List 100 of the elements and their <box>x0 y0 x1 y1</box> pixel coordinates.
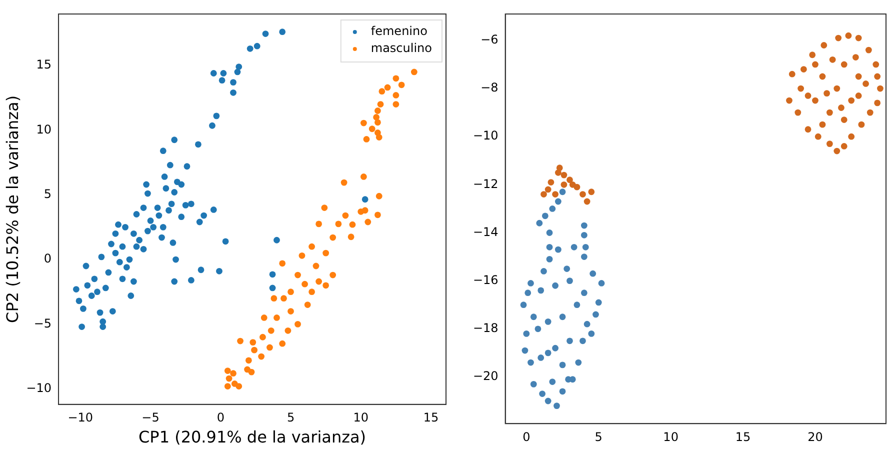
point <box>544 350 552 356</box>
x-tick-label: −5 <box>142 410 160 425</box>
point <box>845 32 852 39</box>
x-tick-label: 0 <box>522 430 530 444</box>
point <box>592 311 599 318</box>
point <box>819 73 826 80</box>
point <box>538 354 544 361</box>
point <box>559 314 566 320</box>
point <box>814 133 822 140</box>
x-tick-label: 15 <box>423 410 439 425</box>
point <box>800 66 807 72</box>
point <box>546 244 553 250</box>
point <box>544 398 552 404</box>
x-axis-title: CP1 (20.91% de la varianza) <box>138 428 366 447</box>
x-tick-label: −10 <box>68 410 94 425</box>
legend-label: femenino <box>370 24 428 38</box>
point <box>804 92 812 99</box>
point <box>829 56 836 63</box>
x-tick-label: 10 <box>353 410 369 425</box>
point <box>552 191 558 198</box>
point <box>534 326 542 332</box>
point <box>559 362 566 368</box>
point <box>858 121 865 128</box>
point <box>794 109 802 116</box>
x-tick-label: 10 <box>663 430 678 444</box>
y-tick-label: −16 <box>472 272 498 287</box>
point <box>580 222 588 229</box>
point <box>855 73 862 80</box>
point <box>809 52 816 58</box>
point <box>540 268 547 274</box>
point <box>564 266 570 272</box>
point <box>546 230 553 236</box>
point <box>544 186 552 193</box>
point <box>523 330 530 337</box>
point <box>580 290 588 296</box>
point <box>552 344 558 352</box>
point <box>536 220 543 226</box>
x-tick-label: 5 <box>594 430 602 444</box>
point <box>819 121 826 128</box>
point <box>549 378 556 385</box>
point <box>528 359 534 366</box>
point <box>570 244 578 250</box>
y-tick-label: 10 <box>36 122 52 136</box>
point <box>538 287 544 294</box>
point <box>522 347 528 354</box>
point <box>812 97 818 104</box>
point <box>540 191 547 198</box>
point <box>584 320 590 328</box>
point <box>582 244 589 250</box>
y-tick-label: −8 <box>480 80 498 95</box>
point <box>560 172 568 178</box>
point <box>824 90 830 97</box>
y-tick-label: 15 <box>36 58 52 72</box>
point <box>877 85 884 92</box>
point <box>855 34 862 42</box>
point <box>575 359 582 366</box>
x-tick-label: 20 <box>808 430 823 444</box>
point <box>528 280 534 286</box>
point <box>874 100 881 106</box>
point <box>549 206 556 212</box>
point <box>580 254 588 260</box>
point <box>788 70 796 78</box>
point <box>835 34 842 42</box>
point <box>862 80 869 87</box>
point <box>569 376 576 383</box>
point <box>546 256 553 262</box>
point <box>855 92 862 99</box>
x-tick-label: 15 <box>735 430 751 444</box>
point <box>530 314 537 320</box>
point <box>820 42 828 48</box>
point <box>544 318 552 325</box>
point <box>539 390 546 397</box>
point <box>566 176 573 184</box>
point <box>554 198 562 205</box>
point <box>874 73 881 80</box>
point <box>574 302 580 308</box>
point <box>574 184 580 190</box>
point <box>559 188 566 196</box>
legend-label: masculino <box>370 41 432 56</box>
point <box>852 54 859 60</box>
point <box>580 232 588 238</box>
y-tick-label: −14 <box>472 224 498 239</box>
point <box>598 280 605 286</box>
point <box>812 61 818 68</box>
y-tick-label: 0 <box>44 252 52 266</box>
point <box>566 278 573 284</box>
point <box>848 133 855 140</box>
point <box>786 97 792 104</box>
y-tick-label: −10 <box>26 381 52 395</box>
point <box>865 46 872 54</box>
point <box>798 85 804 92</box>
point <box>566 338 573 344</box>
point <box>590 270 596 277</box>
point <box>524 290 532 296</box>
y-tick-label: −6 <box>480 32 498 47</box>
point <box>838 104 844 111</box>
point <box>559 388 566 395</box>
point <box>804 126 812 133</box>
point <box>530 380 537 388</box>
point <box>542 212 548 220</box>
